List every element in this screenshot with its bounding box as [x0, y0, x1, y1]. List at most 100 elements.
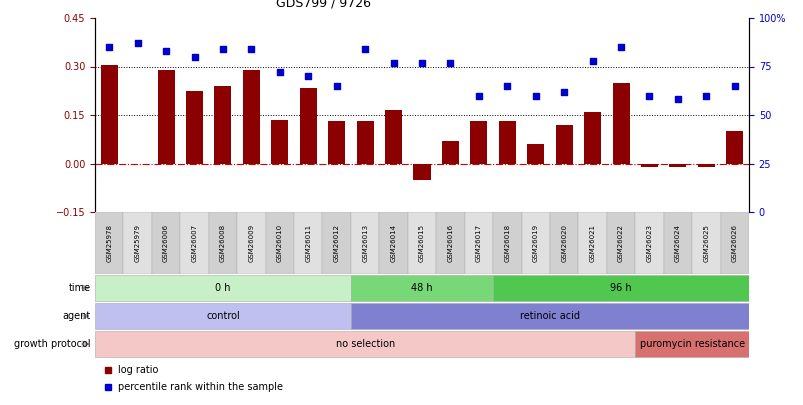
Bar [577, 212, 606, 274]
Bar [691, 212, 719, 274]
Bar [549, 212, 577, 274]
Point [160, 48, 173, 54]
Bar [350, 275, 492, 301]
Bar [583, 112, 601, 164]
Text: log ratio: log ratio [118, 365, 158, 375]
Point [443, 60, 456, 66]
Text: GSM26022: GSM26022 [618, 224, 623, 262]
Bar [185, 91, 203, 164]
Point [642, 92, 655, 99]
Point [358, 46, 371, 52]
Bar [294, 212, 322, 274]
Text: GSM26015: GSM26015 [418, 224, 425, 262]
Text: GSM25979: GSM25979 [134, 224, 141, 262]
Point [415, 60, 428, 66]
Point [528, 92, 541, 99]
Text: 48 h: 48 h [410, 283, 432, 293]
Point [699, 92, 712, 99]
Text: GSM26020: GSM26020 [560, 224, 566, 262]
Text: GSM26021: GSM26021 [589, 224, 595, 262]
Point [500, 83, 513, 89]
Text: GSM26008: GSM26008 [220, 224, 226, 262]
Bar [385, 110, 402, 164]
Text: GSM26009: GSM26009 [248, 224, 254, 262]
Point [728, 83, 740, 89]
Text: GDS799 / 9726: GDS799 / 9726 [276, 0, 371, 10]
Text: GSM26006: GSM26006 [163, 224, 169, 262]
Bar [662, 212, 691, 274]
Bar [464, 212, 492, 274]
Bar [606, 212, 634, 274]
Bar [350, 212, 379, 274]
Point [301, 73, 314, 79]
Bar [634, 331, 748, 357]
Text: 96 h: 96 h [609, 283, 631, 293]
Point [216, 46, 229, 52]
Text: retinoic acid: retinoic acid [520, 311, 579, 321]
Bar [180, 212, 209, 274]
Point [245, 46, 258, 52]
Bar [442, 141, 459, 164]
Bar [492, 275, 748, 301]
Bar [521, 212, 549, 274]
Bar [498, 122, 516, 164]
Text: no selection: no selection [335, 339, 394, 349]
Bar [407, 212, 436, 274]
Bar [697, 164, 714, 167]
Text: growth protocol: growth protocol [14, 339, 91, 349]
Text: GSM26026: GSM26026 [731, 224, 737, 262]
Bar [555, 125, 572, 164]
Bar [470, 122, 487, 164]
Bar [436, 212, 464, 274]
Point [131, 40, 144, 47]
Text: GSM26018: GSM26018 [503, 224, 510, 262]
Text: GSM26007: GSM26007 [191, 224, 198, 262]
Point [613, 44, 626, 50]
Bar [157, 70, 174, 164]
Bar [214, 86, 231, 164]
Bar [95, 212, 124, 274]
Text: GSM26016: GSM26016 [447, 224, 453, 262]
Text: GSM26013: GSM26013 [361, 224, 368, 262]
Text: GSM26014: GSM26014 [390, 224, 396, 262]
Point [387, 60, 400, 66]
Text: percentile rank within the sample: percentile rank within the sample [118, 382, 283, 392]
Bar [527, 144, 544, 164]
Bar [300, 87, 316, 164]
Point [273, 69, 286, 76]
Text: GSM26024: GSM26024 [674, 224, 680, 262]
Bar [350, 303, 748, 329]
Text: puromycin resistance: puromycin resistance [638, 339, 744, 349]
Text: GSM26012: GSM26012 [333, 224, 340, 262]
Point [472, 92, 485, 99]
Bar [124, 212, 152, 274]
Bar [209, 212, 237, 274]
Text: GSM26025: GSM26025 [703, 224, 708, 262]
Text: GSM26017: GSM26017 [475, 224, 481, 262]
Bar [271, 120, 288, 164]
Point [330, 83, 343, 89]
Point [671, 96, 683, 103]
Bar [634, 212, 662, 274]
Text: GSM26023: GSM26023 [646, 224, 652, 262]
Point [103, 44, 116, 50]
Point [188, 53, 201, 60]
Bar [413, 164, 430, 180]
Text: GSM26011: GSM26011 [305, 224, 311, 262]
Text: 0 h: 0 h [215, 283, 230, 293]
Bar [152, 212, 180, 274]
Bar [379, 212, 407, 274]
Bar [725, 131, 743, 164]
Text: control: control [206, 311, 239, 321]
Bar [328, 122, 344, 164]
Bar [492, 212, 521, 274]
Text: GSM25978: GSM25978 [106, 224, 112, 262]
Bar [719, 212, 748, 274]
Point [557, 88, 570, 95]
Bar [612, 83, 629, 164]
Bar [95, 331, 634, 357]
Point [585, 58, 598, 64]
Text: GSM26010: GSM26010 [276, 224, 283, 262]
Bar [640, 164, 657, 167]
Bar [357, 122, 373, 164]
